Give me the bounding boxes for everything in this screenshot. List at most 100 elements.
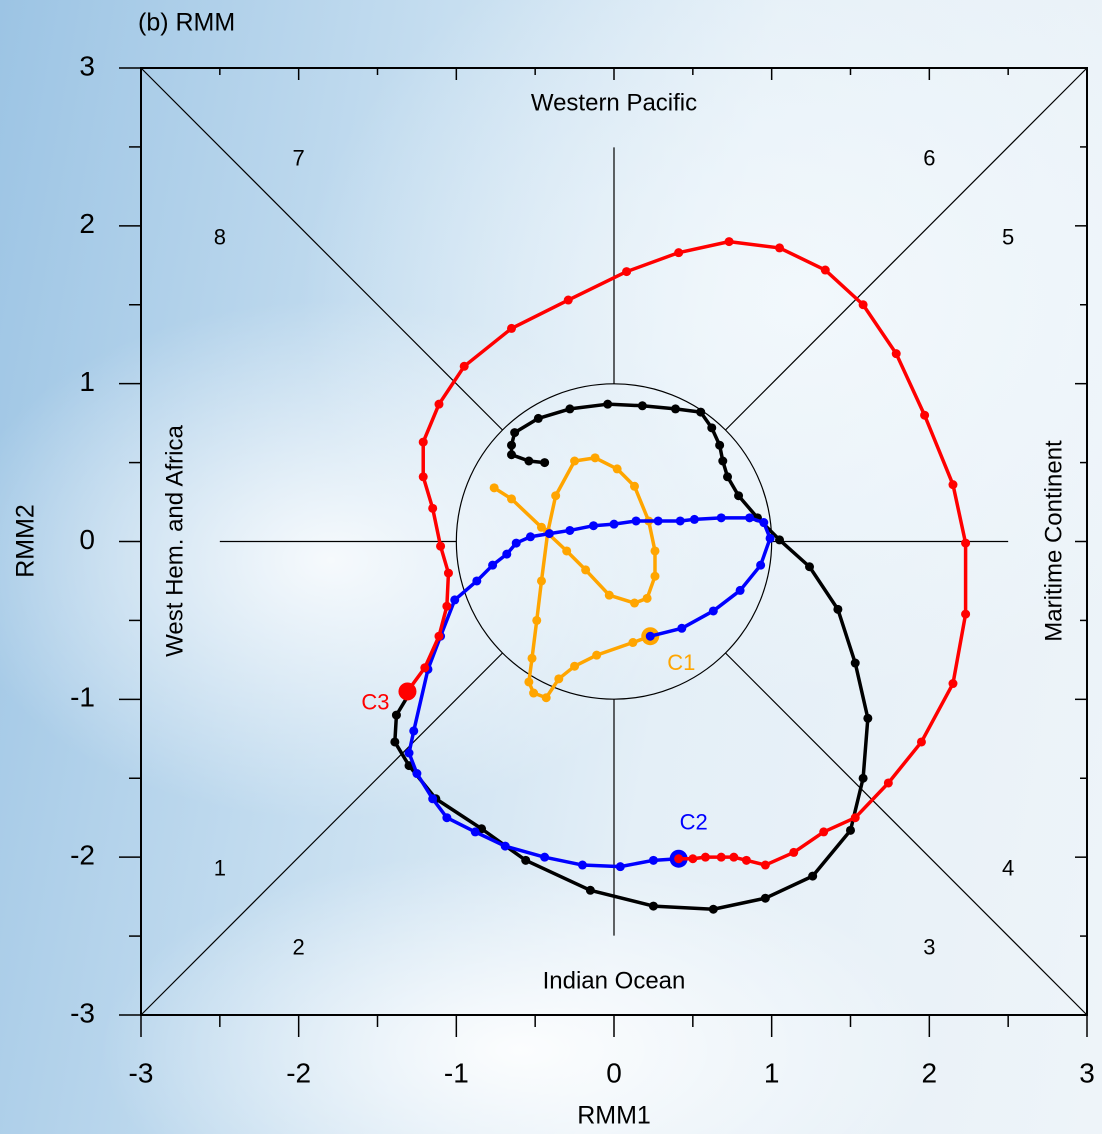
data-point (808, 872, 817, 881)
data-point (444, 569, 453, 578)
y-tick-label: 3 (79, 50, 95, 81)
data-point (428, 504, 437, 513)
data-point (851, 659, 860, 668)
data-point (707, 423, 716, 432)
data-point (420, 663, 429, 672)
data-point (701, 853, 710, 862)
x-tick-label: -3 (129, 1057, 154, 1088)
data-point (398, 682, 416, 700)
data-point (610, 520, 619, 529)
unit-circle (456, 384, 771, 699)
data-point (592, 651, 601, 660)
data-point (729, 853, 738, 862)
data-point (521, 856, 530, 865)
phase-divider (141, 653, 503, 1015)
data-point (859, 774, 868, 783)
data-point (524, 677, 533, 686)
data-point (591, 453, 600, 462)
phase-number: 8 (214, 224, 226, 249)
x-tick-label: -2 (286, 1057, 311, 1088)
data-point (948, 480, 957, 489)
data-point (859, 300, 868, 309)
data-point (715, 441, 724, 450)
data-point (551, 491, 560, 500)
data-point (471, 827, 480, 836)
data-point (630, 482, 639, 491)
data-point (605, 591, 614, 600)
data-point (409, 726, 418, 735)
data-point (917, 737, 926, 746)
data-point (821, 266, 830, 275)
data-point (405, 748, 414, 757)
data-point (537, 576, 546, 585)
data-point (442, 602, 451, 611)
region-label: Indian Ocean (543, 967, 686, 994)
data-point (622, 267, 631, 276)
data-point (460, 362, 469, 371)
data-point (528, 654, 537, 663)
data-point (434, 400, 443, 409)
data-point (632, 516, 641, 525)
series-line (407, 242, 965, 865)
phase-number: 7 (293, 145, 305, 170)
data-point (677, 624, 686, 633)
data-point (676, 516, 685, 525)
data-point (488, 561, 497, 570)
data-point (507, 494, 516, 503)
data-point (510, 428, 519, 437)
data-point (892, 349, 901, 358)
data-point (709, 905, 718, 914)
data-point (419, 472, 428, 481)
data-point (392, 711, 401, 720)
data-point (961, 539, 970, 548)
data-point (390, 737, 399, 746)
data-point (589, 521, 598, 530)
data-point (419, 438, 428, 447)
phase-number: 3 (923, 935, 935, 960)
data-point (948, 679, 957, 688)
data-point (570, 662, 579, 671)
y-tick-label: -3 (70, 997, 95, 1028)
data-point (650, 572, 659, 581)
data-point (570, 457, 579, 466)
series-line (395, 404, 868, 909)
x-tick-label: 2 (922, 1057, 938, 1088)
x-axis-label: RMM1 (577, 1102, 651, 1130)
data-point (565, 526, 574, 535)
data-point (690, 515, 699, 524)
series-label: C2 (680, 810, 708, 835)
data-point (537, 523, 546, 532)
chart: (b) RMM RMM1 RMM2 Western Pacific Indian… (0, 0, 1102, 1134)
y-tick-label: 0 (79, 524, 95, 555)
region-label: Maritime Continent (1040, 440, 1067, 642)
data-point (450, 595, 459, 604)
data-point (540, 458, 549, 467)
data-point (502, 550, 511, 559)
data-point (603, 400, 612, 409)
data-point (643, 594, 652, 603)
data-point (564, 296, 573, 305)
region-label: West Hem. and Africa (161, 425, 188, 657)
data-point (649, 856, 658, 865)
data-point (654, 516, 663, 525)
data-point (761, 894, 770, 903)
data-point (819, 827, 828, 836)
data-point (759, 518, 768, 527)
data-point (526, 532, 535, 541)
phase-number: 5 (1002, 224, 1014, 249)
x-tick-label: 0 (606, 1057, 622, 1088)
data-point (674, 248, 683, 257)
data-point (434, 632, 443, 641)
data-point (507, 450, 516, 459)
data-point (775, 243, 784, 252)
data-point (586, 886, 595, 895)
data-point (717, 853, 726, 862)
data-point (920, 411, 929, 420)
data-point (833, 605, 842, 614)
data-point (745, 513, 754, 522)
data-point (650, 546, 659, 555)
data-point (851, 813, 860, 822)
data-point (717, 513, 726, 522)
x-tick-label: 3 (1079, 1057, 1095, 1088)
data-point (562, 546, 571, 555)
